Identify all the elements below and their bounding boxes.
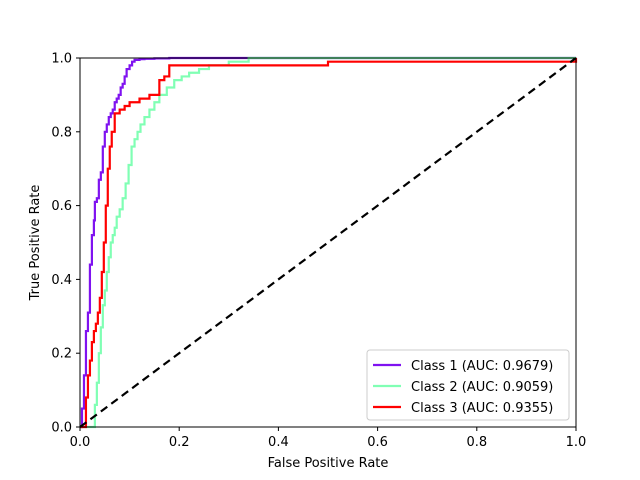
y-tick-label: 0.8 xyxy=(51,125,72,140)
plot-frame xyxy=(79,57,577,428)
legend-label-class-3: Class 3 (AUC: 0.9355) xyxy=(411,401,553,416)
y-axis-title: True Positive Rate xyxy=(28,185,43,302)
x-tick-label: 0.4 xyxy=(268,435,289,450)
x-tick-label: 1.0 xyxy=(566,435,587,450)
ticks-layer: 0.0 0.2 0.4 0.6 0.8 1.0 0.0 0.2 0.4 0.6 0.8 1.0 xyxy=(51,52,586,451)
series-line-class-3 xyxy=(80,58,578,429)
series-line-class-1 xyxy=(80,56,576,429)
legend: Class 1 (AUC: 0.9679) Class 2 (AUC: 0.905… xyxy=(366,349,570,421)
x-axis-title: False Positive Rate xyxy=(268,456,389,471)
x-tick-label: 0.2 xyxy=(169,435,190,450)
legend-label-class-1: Class 1 (AUC: 0.9679) xyxy=(411,359,553,374)
series-line-class-2 xyxy=(80,56,576,429)
series-layer xyxy=(79,56,578,429)
y-tick-label: 0.6 xyxy=(51,199,72,214)
x-tick-label: 0.0 xyxy=(70,435,91,450)
legend-label-class-2: Class 2 (AUC: 0.9059) xyxy=(411,380,553,395)
x-tick-label: 0.6 xyxy=(367,435,388,450)
legend-box xyxy=(366,349,570,421)
y-tick-label: 1.0 xyxy=(51,52,72,67)
x-tick-label: 0.8 xyxy=(466,435,487,450)
y-tick-label: 0.0 xyxy=(51,421,72,436)
y-tick-label: 0.4 xyxy=(51,273,72,288)
y-tick-label: 0.2 xyxy=(51,347,72,362)
